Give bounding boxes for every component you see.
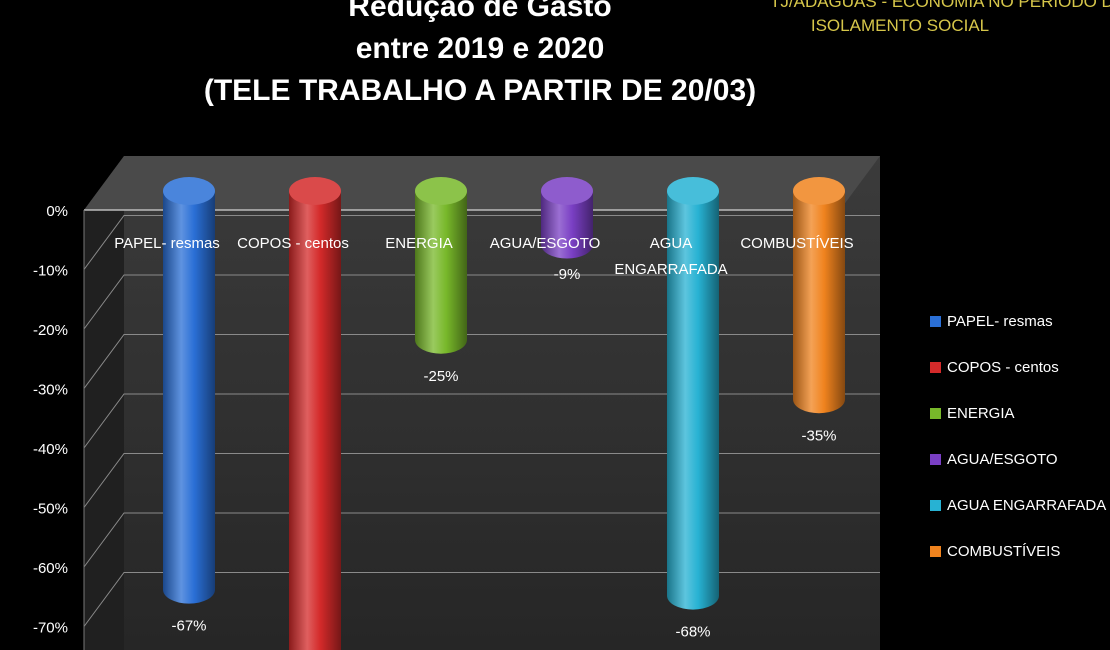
chart-title: Redução de Gasto entre 2019 e 2020 (TELE… [180, 0, 780, 112]
gridline [83, 215, 880, 270]
bar [415, 177, 467, 354]
category-label: ENGARRAFADA [614, 261, 727, 278]
bar-top-cap [793, 177, 845, 205]
y-tick-label: -50% [33, 501, 68, 518]
gridline [83, 334, 880, 389]
title-line-1: Redução de Gasto [348, 0, 612, 23]
bar [667, 177, 719, 610]
corner-note: TJ/ADAGUAS - ECONOMIA NO PERÍODO DE ISOL… [770, 0, 1110, 38]
bar-body [415, 191, 467, 354]
legend-swatch [930, 499, 941, 511]
legend-item: COPOS - centos [930, 344, 1108, 390]
y-tick-label: -60% [33, 560, 68, 577]
data-label: -67% [171, 618, 206, 635]
data-label: -35% [801, 427, 836, 444]
category-label: AGUA [650, 235, 693, 252]
legend-label: ENERGIA [947, 404, 1015, 422]
bar-top-cap [541, 177, 593, 205]
category-label: ENERGIA [385, 235, 453, 252]
legend-swatch [930, 407, 941, 419]
legend-swatch [930, 453, 941, 465]
legend-item: AGUA ENGARRAFADA [930, 482, 1108, 528]
data-label: -68% [675, 624, 710, 641]
category-label: COMBUSTÍVEIS [740, 235, 853, 252]
y-tick-label: -20% [33, 322, 68, 339]
bar [793, 177, 845, 414]
gridline [83, 274, 880, 330]
bar [163, 177, 215, 604]
bar-body [793, 191, 845, 414]
bar-body [289, 191, 341, 650]
legend-item: AGUA/ESGOTO [930, 436, 1108, 482]
bar-top-cap [289, 177, 341, 205]
bar-body [541, 191, 593, 259]
data-label: -9% [554, 266, 581, 283]
legend-item: PAPEL- resmas [930, 298, 1108, 344]
y-tick-label: -30% [33, 382, 68, 399]
legend-swatch [930, 361, 941, 373]
bar [289, 177, 341, 650]
title-line-2: entre 2019 e 2020 [355, 32, 605, 65]
bar-top-cap [163, 177, 215, 205]
bar-top-cap [415, 177, 467, 205]
data-label: -25% [423, 368, 458, 385]
category-label: COPOS - centos [237, 235, 349, 252]
gridline [83, 572, 880, 627]
gridline [83, 453, 880, 508]
chart-side-wall [84, 156, 124, 650]
bar [541, 177, 593, 259]
gridline [83, 393, 880, 449]
legend-label: AGUA/ESGOTO [947, 450, 1058, 468]
gridline [83, 512, 880, 568]
category-label: PAPEL- resmas [114, 235, 220, 252]
legend-label: COPOS - centos [947, 358, 1059, 376]
legend-item: ENERGIA [930, 390, 1108, 436]
corner-note-line-2: ISOLAMENTO SOCIAL [810, 16, 990, 35]
title-line-3: (TELE TRABALHO A PARTIR DE 20/03) [203, 74, 757, 107]
y-tick-label: -10% [33, 263, 68, 280]
legend-item: COMBUSTÍVEIS [930, 528, 1108, 574]
corner-note-line-1: TJ/ADAGUAS - ECONOMIA NO PERÍODO DE [770, 0, 1110, 11]
bar-top-cap [667, 177, 719, 205]
legend: PAPEL- resmas COPOS - centos ENERGIA AGU… [930, 298, 1108, 574]
legend-label: AGUA ENGARRAFADA [947, 496, 1107, 514]
bar-body [667, 191, 719, 610]
y-tick-label: 0% [46, 203, 68, 220]
y-tick-label: -70% [33, 620, 68, 637]
category-label: AGUA/ESGOTO [490, 235, 601, 252]
legend-label: PAPEL- resmas [947, 312, 1053, 330]
legend-swatch [930, 315, 941, 327]
legend-label: COMBUSTÍVEIS [947, 542, 1061, 560]
chart-back-wall [124, 156, 880, 650]
bar-body [163, 191, 215, 604]
legend-swatch [930, 545, 941, 557]
y-tick-label: -40% [33, 441, 68, 458]
